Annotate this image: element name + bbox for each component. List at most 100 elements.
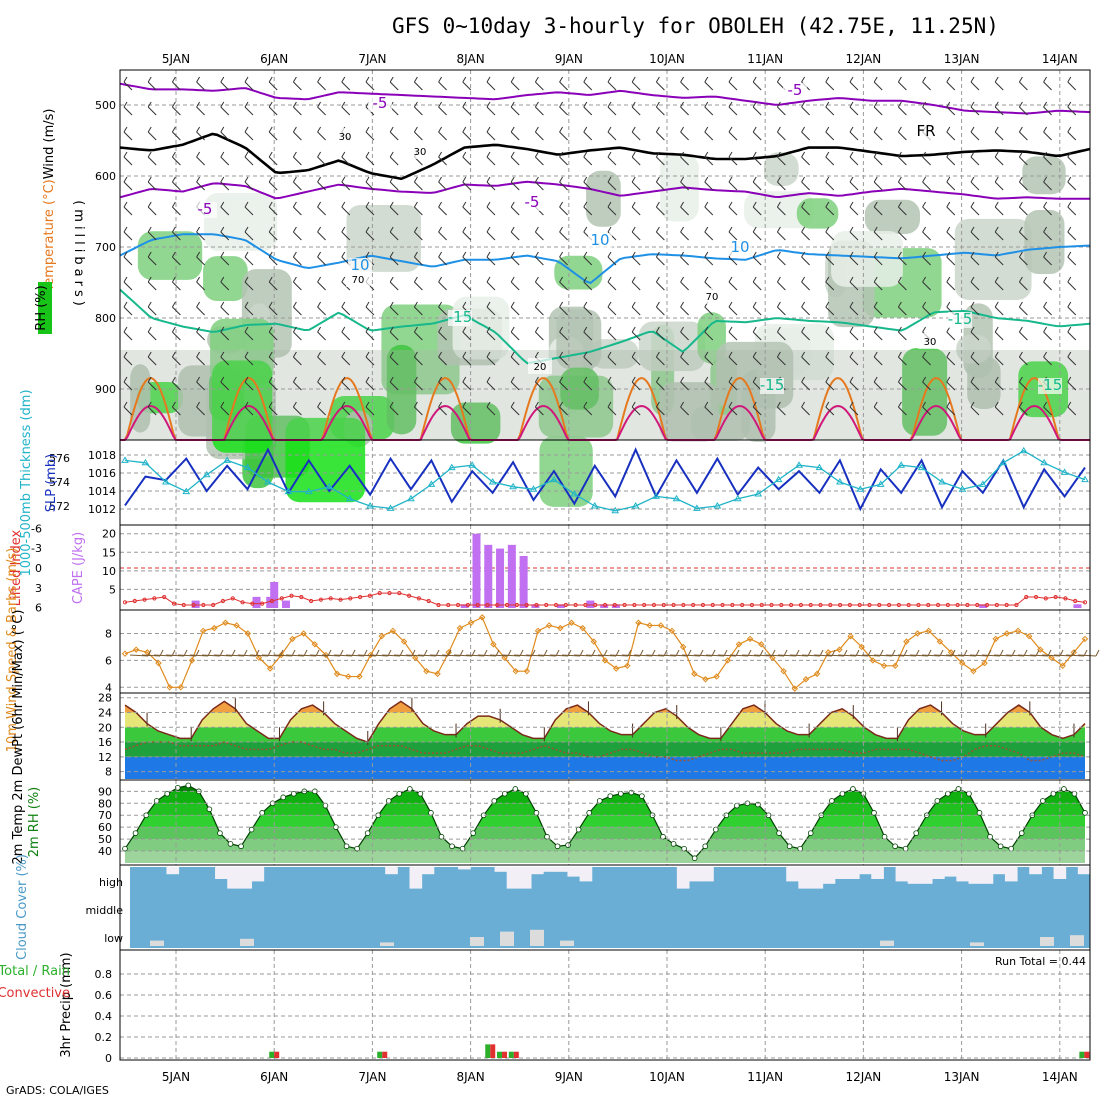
contour-label: 20 <box>534 362 547 373</box>
rh-band <box>125 815 1085 828</box>
wind-barb <box>656 306 665 316</box>
wind-barb <box>389 206 399 216</box>
thickness-marker <box>161 478 170 485</box>
wind-barb <box>946 406 956 416</box>
wind-barb-flag <box>922 351 927 358</box>
wind-barb <box>631 106 641 116</box>
lifted-index-marker <box>975 602 980 608</box>
wind-barb-flag <box>825 176 830 183</box>
wind-barb-10m <box>573 654 593 657</box>
lifted-index-marker <box>142 597 147 602</box>
wind-barb-flag <box>171 76 176 83</box>
wind-barb <box>317 381 326 391</box>
temp-tick: 8 <box>105 766 112 779</box>
wind-barb <box>704 381 714 391</box>
rh-marker <box>523 790 529 797</box>
wind-barb-flag <box>534 76 539 83</box>
wind-barb-flag <box>728 76 733 83</box>
wind-barb-10m <box>1017 654 1037 657</box>
wind-barb-flag <box>897 201 902 208</box>
wind-barb-flag <box>462 76 467 83</box>
wind-barb <box>994 181 1004 191</box>
wind-barb-10m <box>717 654 737 657</box>
rh-marker <box>945 790 951 797</box>
wind-barb-flag <box>341 376 346 383</box>
wind-speed-marker <box>345 673 352 680</box>
rh-marker <box>354 845 360 852</box>
wind-barb-flag <box>268 151 273 158</box>
wind-barb-flag <box>123 226 128 233</box>
wind-barb-flag <box>341 276 346 283</box>
wind-barb-flag <box>801 276 806 283</box>
wind-barb-flag <box>583 201 588 208</box>
rh-marker <box>438 833 445 840</box>
wind-barb <box>1043 206 1052 216</box>
wind-barb-flag <box>655 326 660 333</box>
wind-barb-flag <box>196 126 201 133</box>
rh-marker <box>533 810 540 816</box>
wind-barb-flag <box>341 226 346 233</box>
wind-barb-flag <box>438 201 443 208</box>
wind-barb-flag <box>607 176 612 183</box>
wind-barb <box>510 206 520 216</box>
wind-barb <box>873 381 883 391</box>
wind-barb-flag <box>752 251 757 258</box>
lifted-index-marker <box>769 602 774 608</box>
wind-barb <box>196 406 205 416</box>
wind-barb-flag <box>559 201 564 208</box>
wind-barb <box>825 381 835 391</box>
wind-barb <box>365 131 375 141</box>
high-cloud-bar <box>968 867 982 884</box>
wind-barb <box>462 281 472 291</box>
wind-barb-flag <box>631 326 636 333</box>
wind-barb <box>535 181 544 191</box>
wind-barb <box>752 381 762 391</box>
pressure-tick: 500 <box>95 99 116 112</box>
wind-barb <box>849 356 859 366</box>
wind-barb-flag <box>220 351 225 358</box>
wind-speed-marker <box>635 619 642 626</box>
wind-barb-flag <box>680 276 685 283</box>
wind-speed-marker <box>780 667 787 675</box>
wind-barb-flag <box>196 301 201 308</box>
wind-speed-marker <box>813 670 821 678</box>
wind-barb-flag <box>244 301 249 308</box>
rh-marker <box>670 841 677 847</box>
wind-barb-flag <box>873 276 878 283</box>
wind-barb-flag <box>583 351 588 358</box>
wind-barb-10m <box>405 654 425 657</box>
wind-barb <box>680 256 689 266</box>
wind-barb <box>1067 356 1077 366</box>
wind-barb-10m <box>741 654 761 657</box>
slp-tick: 1014 <box>88 485 116 498</box>
wind-speed-marker <box>1081 635 1089 643</box>
wind-barb-flag <box>462 126 467 133</box>
lifted-index-marker <box>171 601 177 606</box>
wind-barb <box>462 256 472 266</box>
wind-barb <box>970 106 980 116</box>
low-cloud-bar <box>470 937 484 946</box>
wind-barb-flag <box>559 126 564 133</box>
wind-barb-flag <box>268 301 273 308</box>
wind-barb <box>486 331 496 341</box>
wind-barb <box>559 256 568 266</box>
wind-barb <box>607 156 617 166</box>
lifted-index-marker <box>250 601 255 606</box>
wind-barb-flag <box>341 201 346 208</box>
wind-barb-flag <box>534 276 539 283</box>
rh-shade <box>539 436 593 507</box>
wind-barb <box>268 231 278 241</box>
low-cloud-bar <box>530 929 544 946</box>
rh-marker <box>660 833 666 840</box>
wind-barb <box>389 281 399 291</box>
low-cloud-bar <box>970 942 984 946</box>
wind-barb-flag <box>631 251 636 258</box>
date-label-bottom: 5JAN <box>162 1070 190 1084</box>
wind-barb-flag <box>994 351 999 358</box>
wind-barb-flag <box>462 351 467 358</box>
wind-barb <box>994 81 1004 91</box>
wind-barb-10m <box>213 654 233 657</box>
wind-barb <box>728 231 738 241</box>
wind-barb <box>607 356 617 366</box>
wind-barb-flag <box>317 201 322 208</box>
